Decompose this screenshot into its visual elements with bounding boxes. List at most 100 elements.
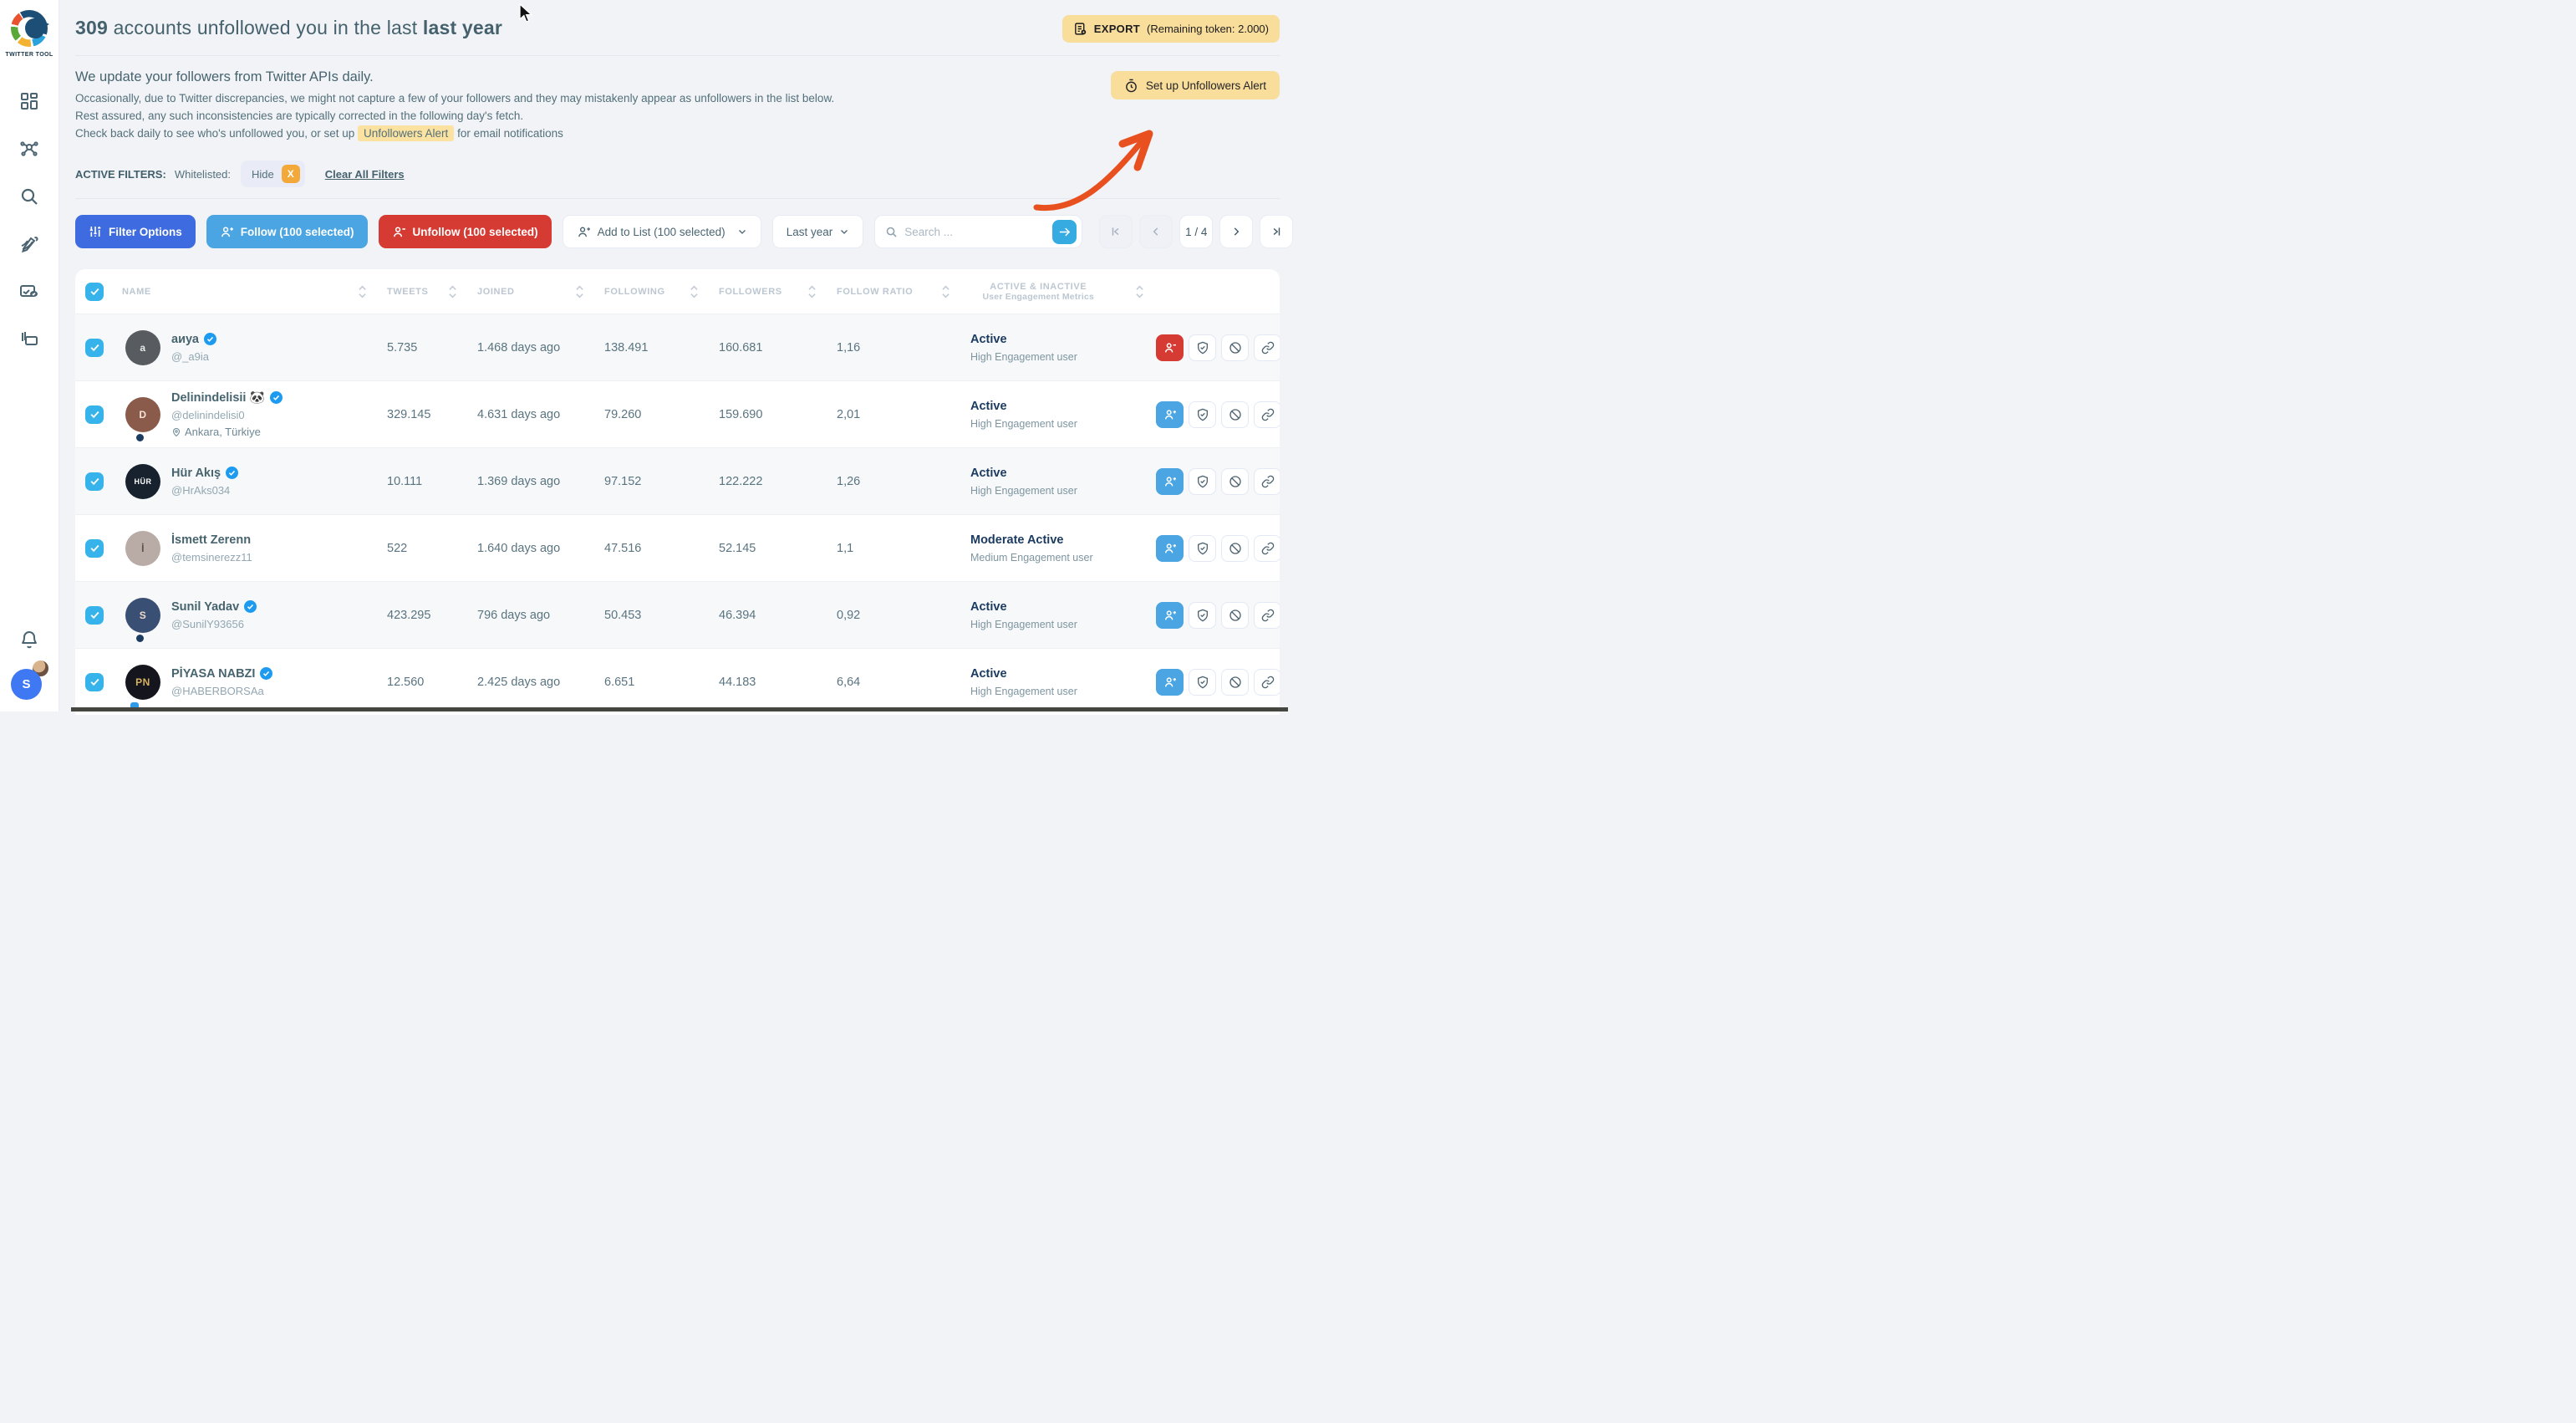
sort-icon[interactable]: [941, 284, 950, 299]
user-minus-icon: [392, 225, 406, 239]
tweets-value: 12.560: [387, 675, 425, 689]
whitelist-shield-button[interactable]: [1189, 400, 1216, 428]
select-all-checkbox[interactable]: [85, 282, 104, 301]
info-line-1: We update your followers from Twitter AP…: [75, 69, 374, 84]
column-header-tweets[interactable]: TWEETS: [379, 284, 469, 299]
network-hub-icon[interactable]: [19, 139, 39, 159]
user-handle[interactable]: @SunilY93656: [171, 617, 244, 630]
sort-icon[interactable]: [1135, 284, 1144, 299]
user-handle[interactable]: @_a9ia: [171, 349, 210, 363]
block-button[interactable]: [1221, 534, 1249, 562]
row-checkbox[interactable]: [85, 405, 104, 424]
profile-link-button[interactable]: [1254, 334, 1280, 361]
profile-link-button[interactable]: [1254, 668, 1280, 696]
follow-button[interactable]: [1156, 668, 1184, 696]
prev-page-button[interactable]: [1139, 215, 1173, 248]
whitelist-shield-button[interactable]: [1189, 334, 1216, 361]
unfollow-button[interactable]: [1156, 334, 1184, 361]
clear-all-filters-link[interactable]: Clear All Filters: [324, 167, 405, 181]
block-button[interactable]: [1221, 334, 1249, 361]
last-page-button[interactable]: [1260, 215, 1294, 248]
block-button[interactable]: [1221, 668, 1249, 696]
sort-icon[interactable]: [358, 284, 367, 299]
column-header-follow-ratio[interactable]: FOLLOW RATIO: [828, 284, 962, 299]
sort-icon[interactable]: [807, 284, 817, 299]
search-icon[interactable]: [19, 186, 39, 207]
avatar[interactable]: D: [125, 396, 160, 432]
user-menu[interactable]: S: [11, 660, 49, 700]
column-header-engagement[interactable]: ACTIVE & INACTIVE User Engagement Metrics: [962, 282, 1156, 302]
engagement-status: Active High Engagement user: [962, 333, 1156, 363]
table-row: İ İsmett Zerenn @temsinerezz11: [75, 514, 1280, 581]
sort-icon[interactable]: [448, 284, 457, 299]
column-header-followers[interactable]: FOLLOWERS: [710, 284, 828, 299]
block-button[interactable]: [1221, 601, 1249, 629]
sort-icon[interactable]: [690, 284, 699, 299]
user-handle[interactable]: @HABERBORSAa: [171, 684, 264, 697]
whitelist-shield-button[interactable]: [1189, 534, 1216, 562]
block-button[interactable]: [1221, 400, 1249, 428]
profile-link-button[interactable]: [1254, 400, 1280, 428]
joined-value: 1.468 days ago: [477, 340, 561, 354]
avatar[interactable]: PN: [125, 664, 160, 700]
filters-divider: [75, 198, 1280, 199]
app-logo[interactable]: [11, 10, 49, 47]
followers-value: 160.681: [719, 340, 763, 354]
layers-copy-icon[interactable]: [19, 329, 39, 349]
period-dropdown[interactable]: Last year: [771, 215, 864, 248]
bell-icon[interactable]: [19, 630, 39, 650]
column-header-joined[interactable]: JOINED: [469, 284, 596, 299]
whitelist-shield-button[interactable]: [1189, 601, 1216, 629]
next-page-button[interactable]: [1219, 215, 1254, 248]
user-name[interactable]: Delinindelisii 🐼: [171, 391, 265, 405]
export-button[interactable]: EXPORT (Remaining token: 2.000): [1061, 15, 1280, 43]
follow-button[interactable]: [1156, 467, 1184, 495]
row-checkbox[interactable]: [85, 605, 104, 625]
user-handle[interactable]: @delinindelisi0: [171, 409, 245, 421]
user-name[interactable]: Sunil Yadav: [171, 599, 240, 614]
column-header-name[interactable]: NAME: [114, 284, 379, 299]
user-handle[interactable]: @HrAks034: [171, 483, 231, 497]
avatar[interactable]: HÜR: [125, 463, 160, 499]
search-submit-button[interactable]: [1052, 219, 1077, 244]
sort-icon[interactable]: [575, 284, 584, 299]
row-checkbox[interactable]: [85, 472, 104, 491]
user-name[interactable]: İsmett Zerenn: [171, 533, 252, 547]
user-name[interactable]: Hür Akış: [171, 466, 221, 480]
filter-options-button[interactable]: Filter Options: [75, 215, 196, 248]
table-row: S Sunil Yadav @SunilY93656: [75, 581, 1280, 648]
profile-link-button[interactable]: [1254, 601, 1280, 629]
avatar[interactable]: İ: [125, 530, 160, 566]
user-name[interactable]: аиуа: [171, 332, 199, 346]
followers-value: 122.222: [719, 474, 763, 488]
row-checkbox[interactable]: [85, 338, 104, 357]
follow-button[interactable]: [1156, 534, 1184, 562]
presence-dot: [136, 433, 144, 441]
whitelist-shield-button[interactable]: [1189, 467, 1216, 495]
profile-link-button[interactable]: [1254, 534, 1280, 562]
bulk-follow-button[interactable]: Follow (100 selected): [206, 215, 368, 248]
row-checkbox[interactable]: [85, 538, 104, 558]
avatar[interactable]: S: [11, 669, 42, 700]
setup-unfollowers-alert-button[interactable]: Set up Unfollowers Alert: [1110, 71, 1280, 99]
column-header-following[interactable]: FOLLOWING: [596, 284, 710, 299]
follow-button[interactable]: [1156, 601, 1184, 629]
user-handle[interactable]: @temsinerezz11: [171, 550, 252, 564]
profile-link-button[interactable]: [1254, 467, 1280, 495]
add-to-list-dropdown[interactable]: Add to List (100 selected): [562, 215, 761, 248]
user-name[interactable]: PİYASA NABZI: [171, 666, 256, 681]
bulk-unfollow-button[interactable]: Unfollow (100 selected): [378, 215, 552, 248]
image-check-icon[interactable]: [19, 282, 39, 302]
avatar[interactable]: а: [125, 329, 160, 365]
whitelist-shield-button[interactable]: [1189, 668, 1216, 696]
follow-button[interactable]: [1156, 400, 1184, 428]
dashboard-grid-icon[interactable]: [19, 91, 39, 111]
first-page-button[interactable]: [1099, 215, 1133, 248]
avatar[interactable]: S: [125, 597, 160, 633]
compose-pencil-icon[interactable]: [19, 234, 39, 254]
row-checkbox[interactable]: [85, 672, 104, 691]
search-input[interactable]: [904, 225, 1053, 238]
block-button[interactable]: [1221, 467, 1249, 495]
joined-value: 796 days ago: [477, 608, 551, 622]
remove-filter-button[interactable]: X: [281, 165, 300, 183]
